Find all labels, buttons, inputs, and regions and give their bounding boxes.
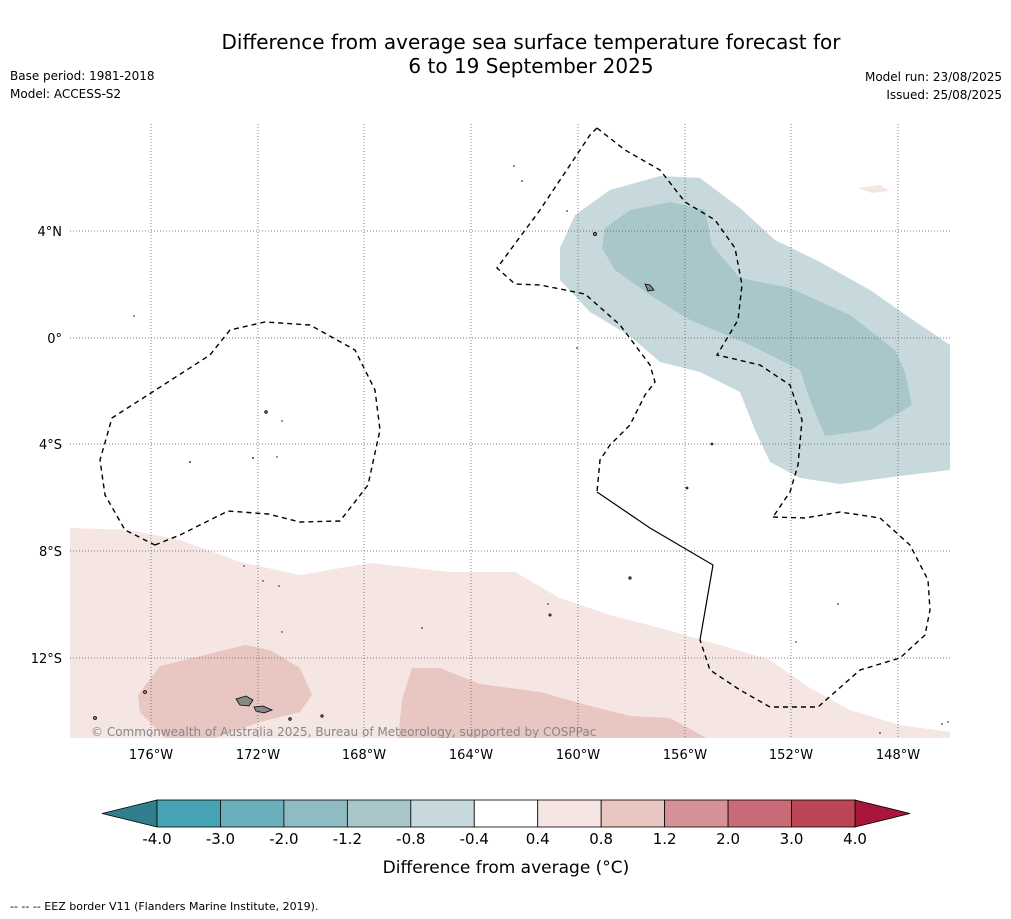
eez-tokelau-region (99, 321, 381, 546)
map-axis-labels: 176°W 172°W 168°W 164°W 160°W 156°W 152°… (31, 225, 921, 763)
colorbar: -4.0 -3.0 -2.0 -1.2 -0.8 -0.4 0.4 0.8 1.2 2.0 3.0 4… (101, 799, 911, 848)
atolls (133, 165, 949, 734)
colorbar-swatch (283, 799, 348, 828)
colorbar-tick-label: 2.0 (716, 830, 740, 848)
colorbar-tick-label: 0.8 (589, 830, 613, 848)
colorbar-swatch (791, 799, 856, 828)
warm-anomaly-medium-central (398, 668, 707, 738)
lat-label: 4°N (38, 225, 63, 240)
eez-polynesia-region (699, 511, 931, 708)
title-line-1: Difference from average sea surface temp… (221, 30, 841, 54)
colorbar-tick-label: -2.0 (269, 830, 298, 848)
eez-footnote: -- -- -- EEZ border V11 (Flanders Marine… (10, 900, 319, 913)
colorbar-swatch (473, 799, 539, 828)
colorbar-tick-label: -0.8 (396, 830, 425, 848)
model-name: Model: ACCESS-S2 (10, 87, 122, 101)
lat-label: 0° (47, 332, 62, 347)
title-line-2: 6 to 19 September 2025 (408, 54, 654, 78)
upolu-island (253, 705, 274, 714)
lon-label: 168°W (342, 748, 386, 763)
colorbar-under-arrow (101, 799, 158, 828)
lat-label: 12°S (31, 652, 62, 667)
colorbar-over-arrow (854, 799, 911, 828)
lat-label: 4°S (39, 438, 62, 453)
lon-label: 164°W (449, 748, 493, 763)
map-copyright: © Commonwealth of Australia 2025, Bureau… (91, 725, 596, 739)
lon-label: 172°W (236, 748, 280, 763)
islands (93, 231, 714, 721)
model-run: Model run: 23/08/2025 (864, 70, 1002, 84)
colorbar-swatch (410, 799, 475, 828)
warm-anomaly-spot (858, 185, 890, 193)
warm-anomaly-medium-west (138, 645, 312, 738)
base-period: Base period: 1981-2018 (10, 69, 155, 83)
lon-label: 152°W (769, 748, 813, 763)
colorbar-swatch (537, 799, 602, 828)
meta-left: Base period: 1981-2018 Model: ACCESS-S2 (10, 67, 155, 103)
colorbar-swatch (600, 799, 666, 828)
savaii-island (235, 695, 254, 707)
lon-label: 176°W (129, 748, 173, 763)
colorbar-tick-label: -3.0 (206, 830, 235, 848)
cool-anomaly-medium (602, 202, 912, 436)
map-title: Difference from average sea surface temp… (0, 30, 1011, 78)
lon-label: 160°W (556, 748, 600, 763)
solid-border (596, 491, 714, 641)
colorbar-swatch (220, 799, 285, 828)
colorbar-swatch (727, 799, 792, 828)
colorbar-tick-label: -1.2 (333, 830, 362, 848)
colorbar-swatch (346, 799, 412, 828)
colorbar-tick-label: 0.4 (526, 830, 550, 848)
eez-borders (99, 127, 931, 708)
colorbar-label: Difference from average (°C) (383, 858, 630, 878)
colorbar-tick-label: 3.0 (780, 830, 804, 848)
colorbar-swatch (156, 799, 221, 828)
colorbar-tick-label: -0.4 (460, 830, 489, 848)
map-gridlines (70, 124, 950, 738)
map-plot-area: © Commonwealth of Australia 2025, Bureau… (70, 124, 950, 739)
colorbar-swatch (664, 799, 729, 828)
eez-line-islands-north (496, 127, 656, 493)
colorbar-tick-label: 1.2 (653, 830, 677, 848)
issued-date: Issued: 25/08/2025 (886, 88, 1002, 102)
lon-label: 156°W (663, 748, 707, 763)
meta-right: Model run: 23/08/2025 Issued: 25/08/2025 (865, 68, 1002, 104)
colorbar-tick-label: -4.0 (142, 830, 171, 848)
kiritimati-island (644, 283, 655, 292)
lat-label: 8°S (39, 545, 62, 560)
colorbar-tick-label: 4.0 (843, 830, 867, 848)
lon-label: 148°W (876, 748, 920, 763)
